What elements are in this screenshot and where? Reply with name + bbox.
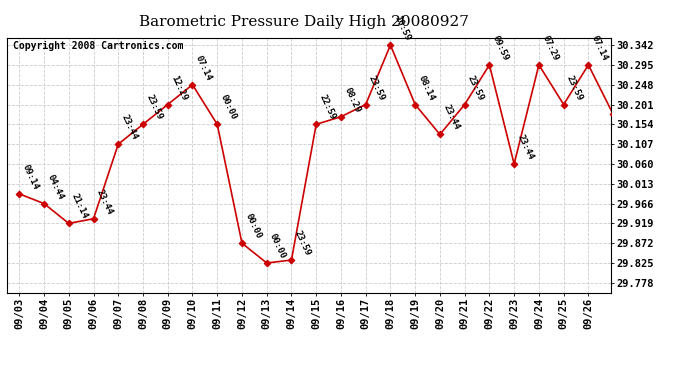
Text: 22:59: 22:59 <box>317 93 337 122</box>
Point <box>14 191 25 197</box>
Text: 23:44: 23:44 <box>442 104 461 132</box>
Point <box>262 260 273 266</box>
Text: 23:44: 23:44 <box>95 188 115 216</box>
Text: 23:44: 23:44 <box>119 113 139 141</box>
Text: 04:44: 04:44 <box>46 172 65 201</box>
Point <box>112 141 124 147</box>
Text: 23:59: 23:59 <box>367 74 386 102</box>
Point <box>459 102 470 108</box>
Text: 12:29: 12:29 <box>169 74 188 102</box>
Text: 23:59: 23:59 <box>466 74 486 102</box>
Point <box>558 102 569 108</box>
Text: 23:59: 23:59 <box>144 93 164 122</box>
Text: 09:14: 09:14 <box>21 163 40 191</box>
Point <box>137 122 148 128</box>
Point <box>237 240 248 246</box>
Point <box>385 42 396 48</box>
Text: 00:00: 00:00 <box>244 212 263 240</box>
Text: 21:14: 21:14 <box>70 192 90 220</box>
Point <box>533 62 544 68</box>
Point <box>212 122 223 128</box>
Point <box>39 201 50 207</box>
Text: 08:14: 08:14 <box>417 74 436 102</box>
Point <box>484 62 495 68</box>
Point <box>583 62 594 68</box>
Text: 23:44: 23:44 <box>515 133 535 161</box>
Point <box>286 257 297 263</box>
Text: Barometric Pressure Daily High 20080927: Barometric Pressure Daily High 20080927 <box>139 15 469 29</box>
Point <box>435 132 446 138</box>
Point <box>88 216 99 222</box>
Point <box>335 114 346 120</box>
Point <box>608 111 619 117</box>
Text: 09:59: 09:59 <box>491 34 511 62</box>
Text: 00:00: 00:00 <box>219 93 238 122</box>
Text: 08:29: 08:29 <box>342 86 362 114</box>
Point <box>360 102 371 108</box>
Text: 00:00: 00:00 <box>268 232 288 260</box>
Text: Copyright 2008 Cartronics.com: Copyright 2008 Cartronics.com <box>13 41 184 51</box>
Point <box>63 220 75 226</box>
Text: 07:14: 07:14 <box>590 34 609 62</box>
Point <box>187 82 198 88</box>
Text: 07:14: 07:14 <box>194 54 213 82</box>
Text: 07:29: 07:29 <box>540 34 560 62</box>
Text: 23:59: 23:59 <box>565 74 584 102</box>
Text: 23:59: 23:59 <box>293 229 313 257</box>
Text: 10:59: 10:59 <box>392 14 411 42</box>
Point <box>410 102 421 108</box>
Text: 07:44: 07:44 <box>0 374 1 375</box>
Point <box>509 161 520 167</box>
Point <box>162 102 173 108</box>
Point <box>310 122 322 128</box>
